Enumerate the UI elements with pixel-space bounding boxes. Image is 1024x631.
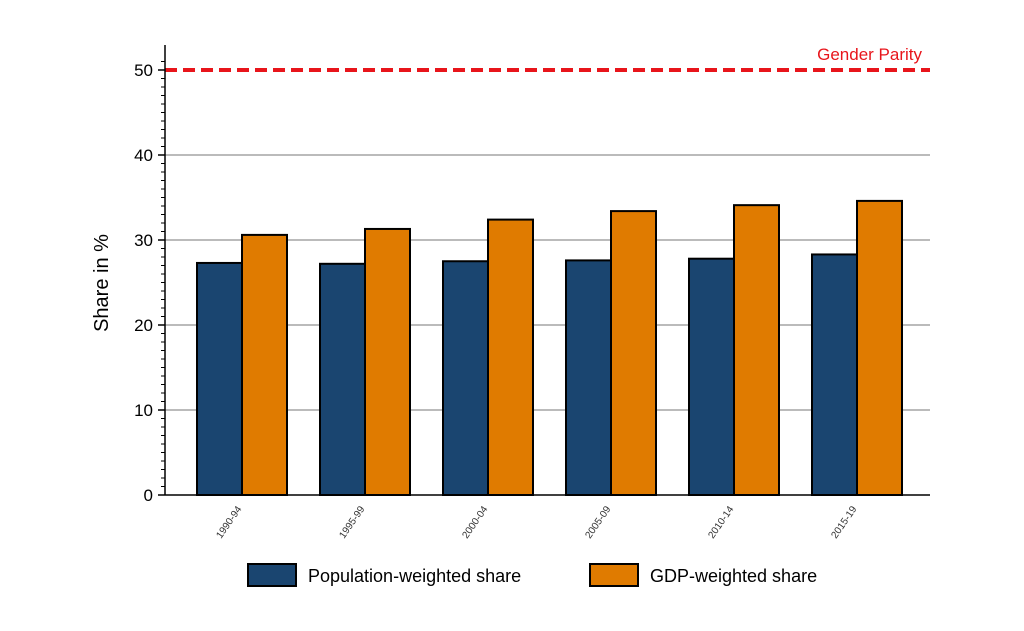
y-axis-label: Share in % xyxy=(91,234,113,332)
legend-label: Population-weighted share xyxy=(308,566,521,586)
legend-label: GDP-weighted share xyxy=(650,566,817,586)
y-tick-label: 50 xyxy=(134,61,153,80)
bar-population xyxy=(442,260,489,496)
bar-population xyxy=(811,253,858,496)
x-tick-label: 2005-09 xyxy=(583,504,613,541)
y-tick-label: 40 xyxy=(134,146,153,165)
x-tick-label: 1990-94 xyxy=(214,504,244,541)
bar-gdp xyxy=(610,210,657,496)
x-tick-label: 2010-14 xyxy=(706,504,736,541)
y-tick-label: 0 xyxy=(144,486,153,505)
y-tick-label: 30 xyxy=(134,231,153,250)
bar-gdp xyxy=(487,218,534,496)
bar-gdp xyxy=(364,227,411,496)
reference-line-label: Gender Parity xyxy=(817,45,922,64)
y-tick-label: 20 xyxy=(134,316,153,335)
x-tick-label: 2015-19 xyxy=(829,504,859,541)
legend-swatch xyxy=(589,563,639,587)
bar-gdp xyxy=(241,233,288,496)
x-tick-label: 2000-04 xyxy=(460,504,490,541)
legend-swatch xyxy=(247,563,297,587)
bar-population xyxy=(565,259,612,496)
bar-population xyxy=(319,262,366,496)
bar-gdp xyxy=(856,199,903,496)
x-tick-label: 1995-99 xyxy=(337,504,367,541)
y-tick-label: 10 xyxy=(134,401,153,420)
bar-population xyxy=(688,257,735,497)
bar-population xyxy=(196,261,243,497)
bar-gdp xyxy=(733,204,780,496)
